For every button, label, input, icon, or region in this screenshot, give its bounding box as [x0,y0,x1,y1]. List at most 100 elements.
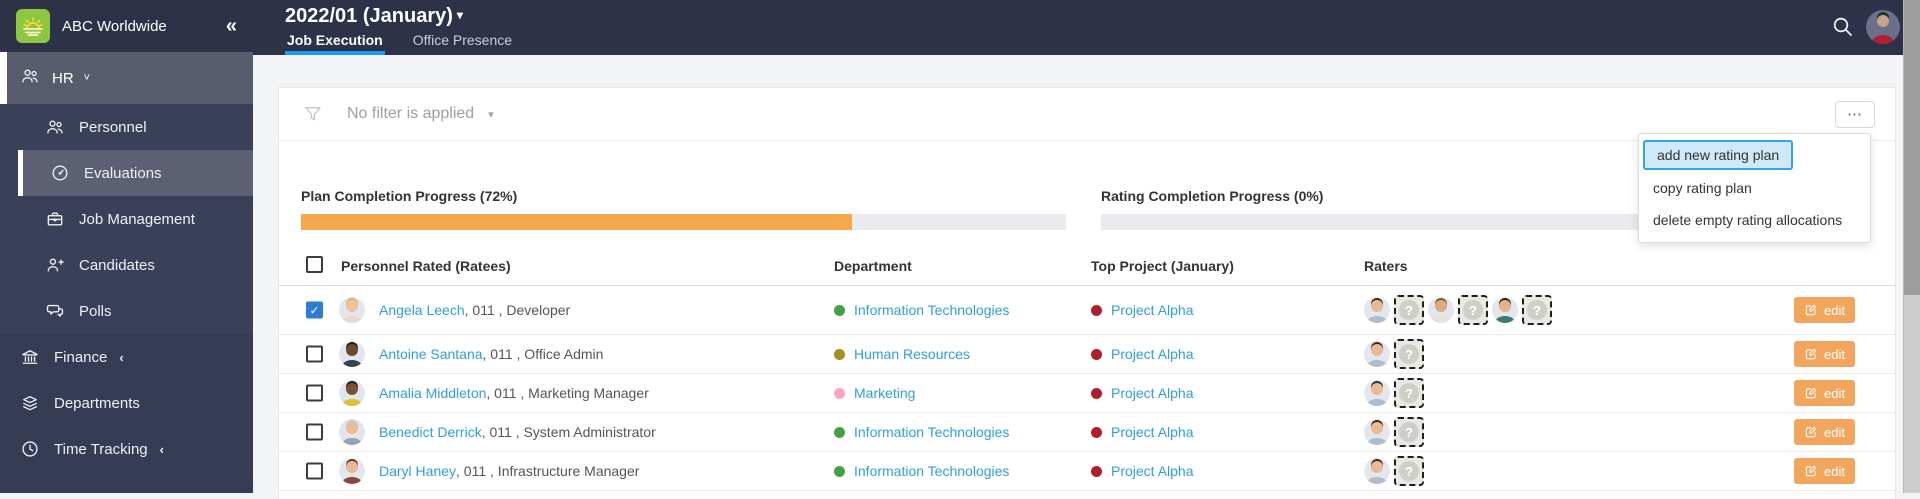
edit-button[interactable]: edit [1794,341,1855,367]
sidebar-collapse-icon[interactable]: « [226,15,237,38]
rater-avatar[interactable] [1364,458,1390,484]
edit-pencil-icon [1804,464,1818,478]
department-cell: Human Resources [834,346,970,362]
ratee-name-cell: Angela Leech, 011 , Developer [379,302,570,318]
topbar: 2022/01 (January)▾ Job Execution Office P… [253,0,1920,55]
ratee-name-link[interactable]: Amalia Middleton [379,385,486,401]
question-icon: ? [1399,300,1419,320]
chevron-left-icon: ‹ [160,442,164,457]
edit-button[interactable]: edit [1794,458,1855,484]
edit-button[interactable]: edit [1794,297,1855,323]
sidebar-item-finance[interactable]: Finance‹ [0,334,253,380]
department-link[interactable]: Marketing [854,385,915,401]
project-link[interactable]: Project Alpha [1111,302,1194,318]
unassigned-rater-slot[interactable]: ? [1394,295,1424,325]
project-status-dot [1091,388,1102,399]
table-body: ✓ Angela Leech, 011 , Developer Informatio… [279,286,1895,491]
raters-cell: ? [1364,456,1424,486]
column-header-department: Department [834,258,912,274]
project-link[interactable]: Project Alpha [1111,463,1194,479]
tab-office-presence[interactable]: Office Presence [411,28,514,55]
ratee-name-link[interactable]: Daryl Haney [379,463,456,479]
filter-status-label[interactable]: No filter is applied [347,105,474,123]
ratee-name-link[interactable]: Antoine Santana [379,346,483,362]
search-icon[interactable] [1830,14,1856,40]
edit-button[interactable]: edit [1794,419,1855,445]
rater-avatar[interactable] [1364,297,1390,323]
project-status-dot [1091,305,1102,316]
row-checkbox[interactable] [306,463,323,480]
sidebar-group-hr[interactable]: HR ˅ [0,52,253,104]
sidebar-item-polls[interactable]: Polls [0,288,253,334]
progress-track [301,214,1066,230]
briefcase-icon [45,209,65,229]
sidebar-item-personnel[interactable]: Personnel [0,104,253,150]
sidebar-item-label: Evaluations [84,165,162,182]
unassigned-rater-slot[interactable]: ? [1458,295,1488,325]
more-options-button[interactable]: ⋯ [1835,101,1875,128]
row-checkbox[interactable]: ✓ [306,302,323,319]
period-selector[interactable]: 2022/01 (January)▾ [285,5,463,28]
user-avatar[interactable] [1866,10,1900,44]
raters-cell: ? [1364,378,1424,408]
row-checkbox[interactable] [306,385,323,402]
row-checkbox[interactable] [306,424,323,441]
department-link[interactable]: Information Technologies [854,424,1009,440]
ratee-details: , 011 , System Administrator [482,424,656,440]
sidebar-item-label: Departments [54,395,140,412]
project-status-dot [1091,427,1102,438]
department-link[interactable]: Information Technologies [854,463,1009,479]
rater-avatar[interactable] [1364,380,1390,406]
sidebar-item-job-management[interactable]: Job Management [0,196,253,242]
sidebar-item-departments[interactable]: Departments [0,380,253,426]
ratee-name-cell: Amalia Middleton, 011 , Marketing Manage… [379,385,649,401]
rater-avatar[interactable] [1364,419,1390,445]
tab-bar: Job Execution Office Presence [285,28,514,55]
vertical-scrollbar [1903,0,1920,493]
sidebar-item-time-tracking[interactable]: Time Tracking‹ [0,426,253,472]
rater-avatar[interactable] [1364,341,1390,367]
question-icon: ? [1399,344,1419,364]
project-link[interactable]: Project Alpha [1111,346,1194,362]
menu-item-delete-empty-rating-allocations[interactable]: delete empty rating allocations [1639,204,1870,236]
menu-item-highlight: add new rating plan [1643,140,1793,170]
unassigned-rater-slot[interactable]: ? [1394,417,1424,447]
edit-pencil-icon [1804,347,1818,361]
tab-job-execution[interactable]: Job Execution [285,28,385,55]
project-link[interactable]: Project Alpha [1111,385,1194,401]
select-all-checkbox[interactable] [306,256,323,273]
ratee-name-link[interactable]: Angela Leech [379,302,465,318]
chevron-down-icon[interactable]: ▾ [488,108,494,121]
rater-avatar[interactable] [1428,297,1454,323]
edit-button-label: edit [1824,386,1845,401]
row-checkbox[interactable] [306,346,323,363]
gauge-icon [50,163,70,183]
ratee-name-link[interactable]: Benedict Derrick [379,424,482,440]
top-project-cell: Project Alpha [1091,463,1194,479]
menu-item-copy-rating-plan[interactable]: copy rating plan [1639,172,1870,204]
progress-fill [301,214,852,230]
table-row: Amalia Middleton, 011 , Marketing Manage… [279,374,1895,413]
raters-cell: ??? [1364,295,1552,325]
edit-button[interactable]: edit [1794,380,1855,406]
sidebar-item-evaluations[interactable]: Evaluations [18,150,253,196]
people-group-icon [20,66,40,91]
unassigned-rater-slot[interactable]: ? [1394,378,1424,408]
sidebar-item-candidates[interactable]: Candidates [0,242,253,288]
project-link[interactable]: Project Alpha [1111,424,1194,440]
question-icon: ? [1527,300,1547,320]
ratee-avatar [339,341,365,367]
menu-item-add-new-rating-plan[interactable]: add new rating plan [1639,136,1870,172]
unassigned-rater-slot[interactable]: ? [1394,456,1424,486]
department-status-dot [834,388,845,399]
edit-button-label: edit [1824,425,1845,440]
rater-avatar[interactable] [1492,297,1518,323]
scrollbar-thumb[interactable] [1904,0,1920,295]
funnel-icon [303,104,323,124]
department-link[interactable]: Information Technologies [854,302,1009,318]
unassigned-rater-slot[interactable]: ? [1394,339,1424,369]
unassigned-rater-slot[interactable]: ? [1522,295,1552,325]
department-link[interactable]: Human Resources [854,346,970,362]
edit-button-label: edit [1824,303,1845,318]
